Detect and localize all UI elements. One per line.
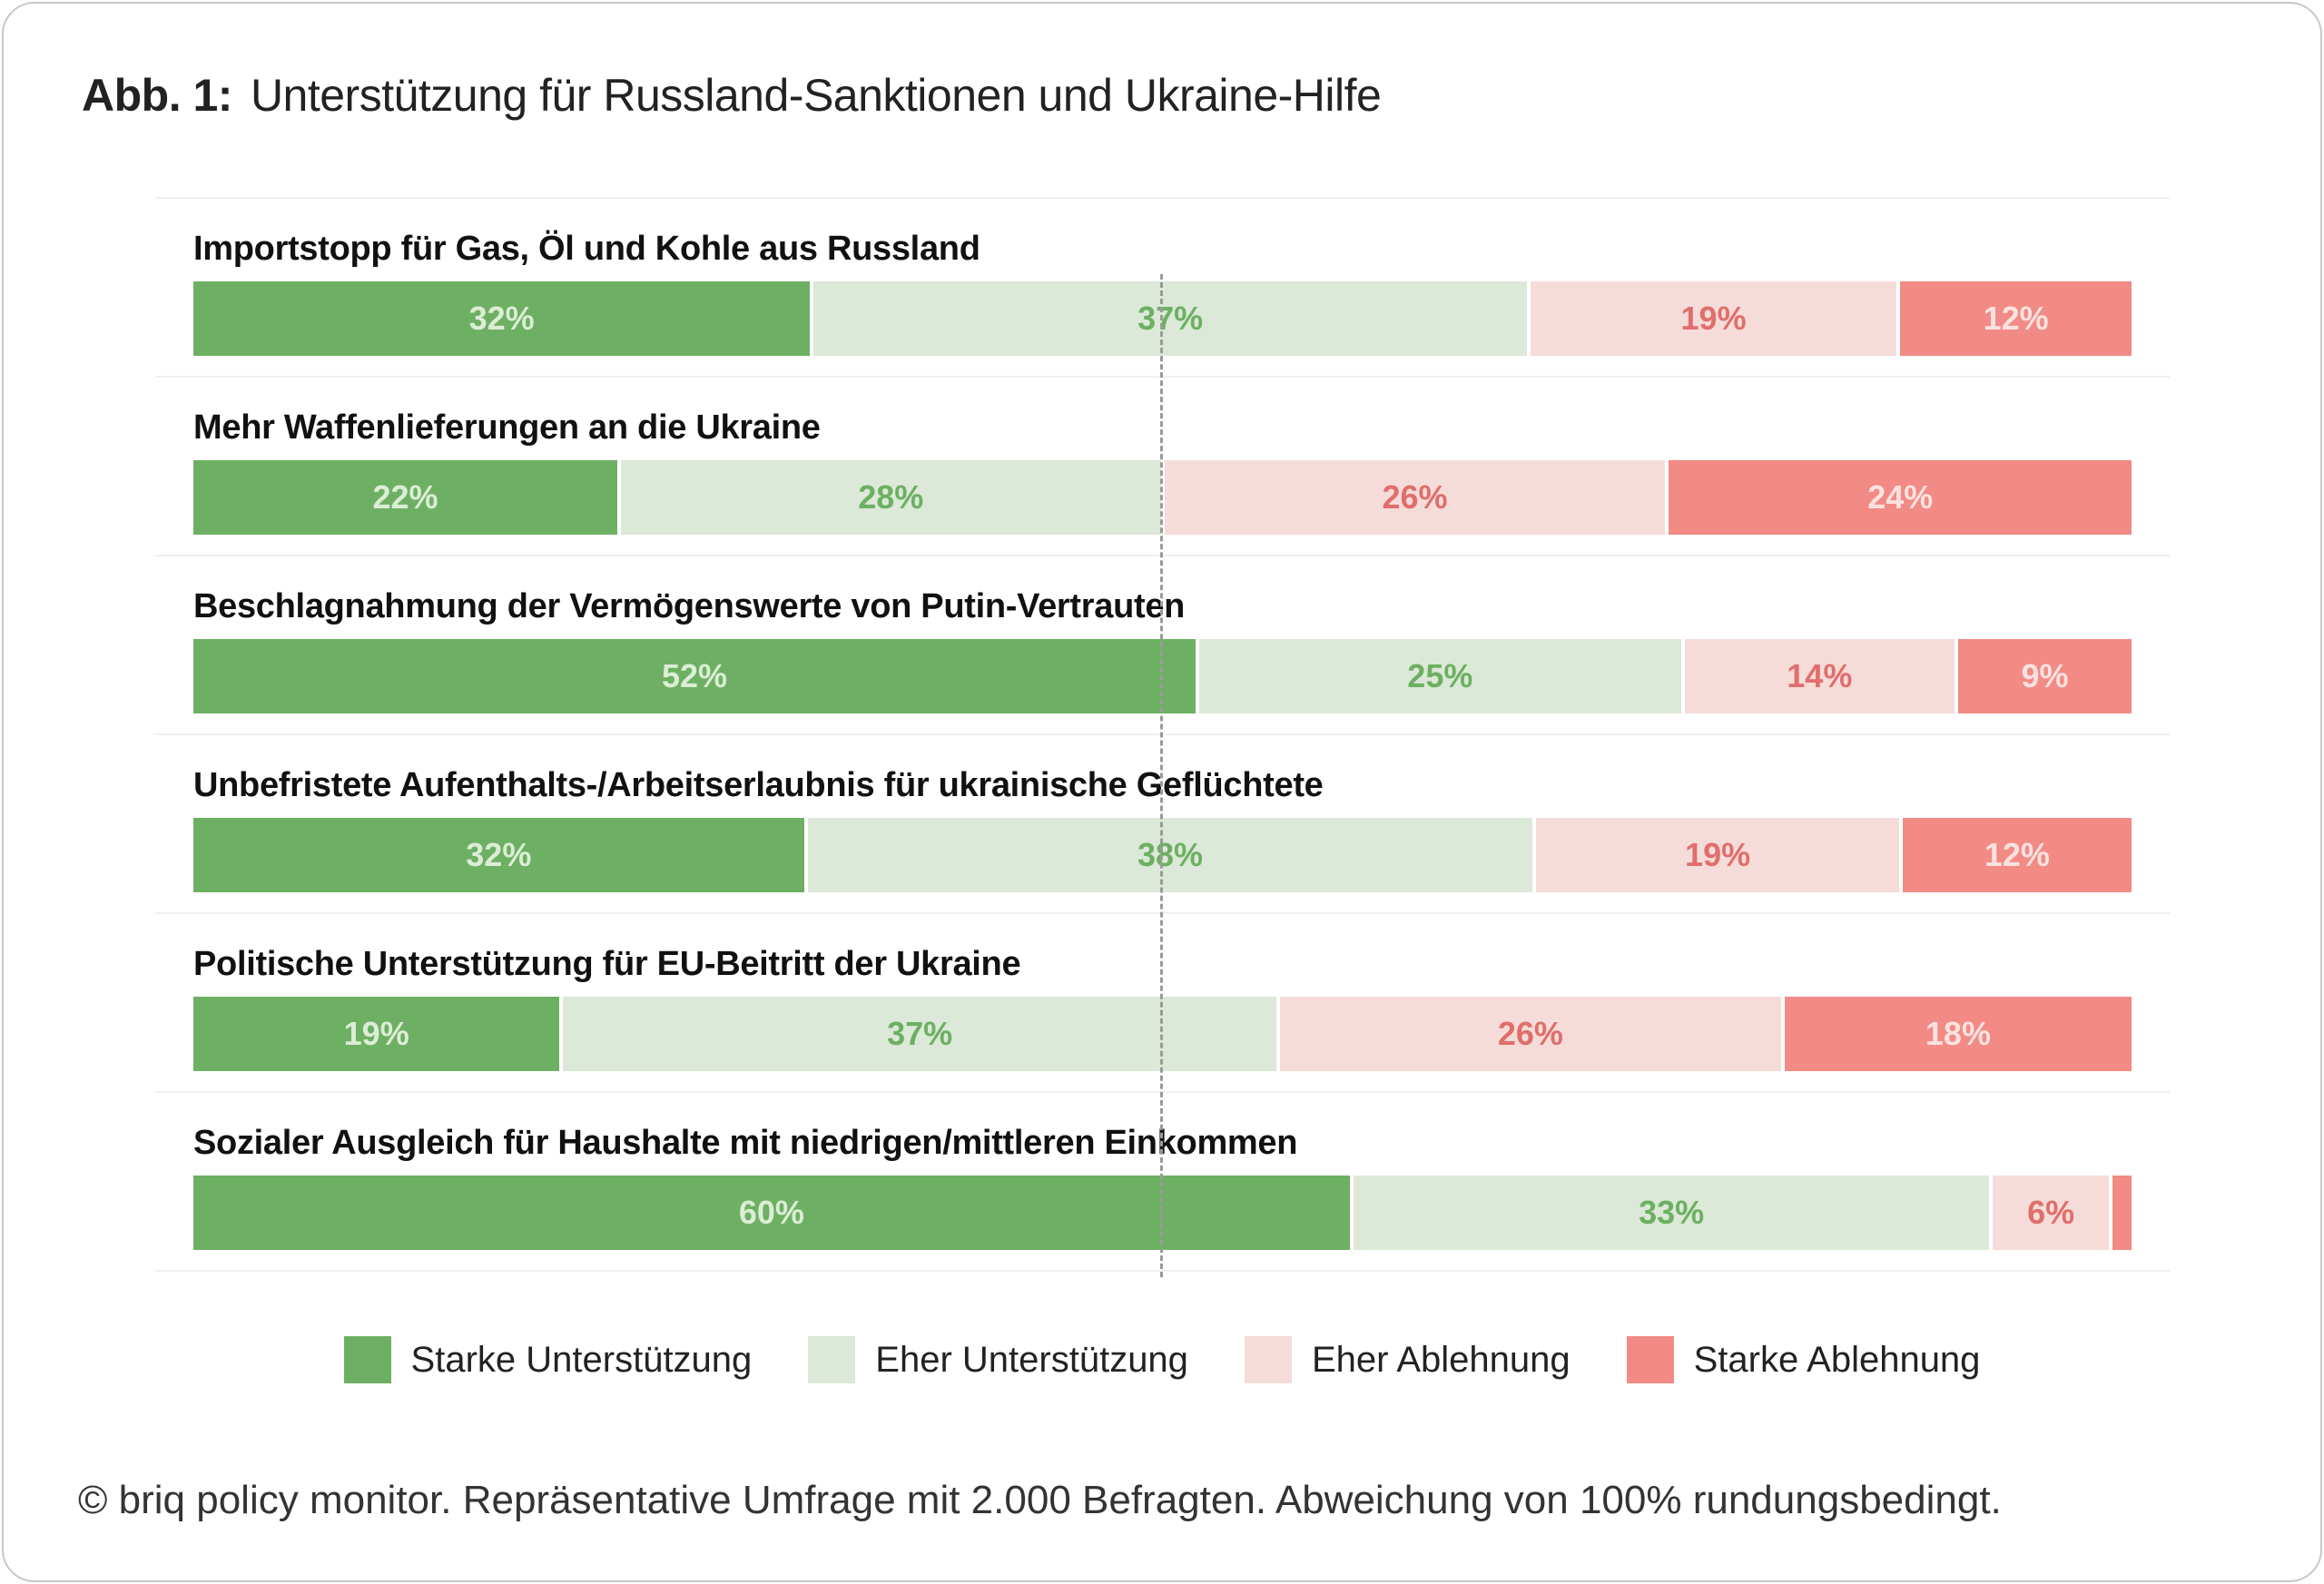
bar-segment: 19% xyxy=(193,997,560,1071)
bar-segment: 6% xyxy=(1993,1176,2109,1250)
data-label: 60% xyxy=(738,1194,804,1231)
data-label: 37% xyxy=(1137,300,1204,337)
data-label: 19% xyxy=(1680,300,1747,337)
bar-segment: 14% xyxy=(1684,639,1955,713)
legend-item: Starke Unterstützung xyxy=(343,1336,753,1383)
legend-item: Eher Ablehnung xyxy=(1244,1336,1571,1383)
legend: Starke Unterstützung Eher Unterstützung Eh… xyxy=(0,1336,2324,1383)
bar-segment: 26% xyxy=(1279,997,1781,1071)
category-label: Mehr Waffenlieferungen an die Ukraine xyxy=(193,408,821,447)
bar-segment: 26% xyxy=(1164,460,1666,535)
bar-segment: 12% xyxy=(1900,281,2132,356)
data-label: 19% xyxy=(1685,836,1751,873)
category-label: Sozialer Ausgleich für Haushalte mit nie… xyxy=(193,1124,1298,1162)
stacked-bar: 32% 37% 19% 12% xyxy=(193,281,2132,356)
bar-segment: 9% xyxy=(1957,639,2132,713)
legend-item: Eher Unterstützung xyxy=(808,1336,1188,1383)
stacked-bar: 22% 28% 26% 24% xyxy=(193,460,2132,535)
stacked-bar: 52% 25% 14% 9% xyxy=(193,639,2132,713)
data-label: 38% xyxy=(1137,836,1204,873)
midline-50-percent xyxy=(1160,274,1163,1277)
category-label: Beschlagnahmung der Vermögenswerte von P… xyxy=(193,587,1186,625)
row-divider xyxy=(155,197,2170,199)
data-label: 19% xyxy=(343,1015,409,1052)
bar-segment: 38% xyxy=(807,818,1533,892)
category-label: Politische Unterstützung für EU-Beitritt… xyxy=(193,945,1021,983)
stacked-bar: 60% 33% 6% xyxy=(193,1176,2132,1250)
chart-title: Abb. 1: Unterstützung für Russland-Sankti… xyxy=(82,69,1382,122)
legend-swatch xyxy=(1244,1336,1292,1383)
data-label: 22% xyxy=(372,478,438,516)
bar-segment: 19% xyxy=(1536,818,1899,892)
data-label: 33% xyxy=(1639,1194,1705,1231)
legend-label: Eher Unterstützung xyxy=(875,1339,1188,1380)
legend-swatch xyxy=(1626,1336,1674,1383)
bar-segment: 24% xyxy=(1669,460,2132,535)
data-label: 6% xyxy=(2027,1194,2075,1231)
data-label: 12% xyxy=(1984,836,2050,873)
figure-number: Abb. 1: xyxy=(82,70,232,121)
bar-segment: 22% xyxy=(193,460,618,535)
bar-segment: 19% xyxy=(1530,281,1897,356)
legend-label: Eher Ablehnung xyxy=(1311,1339,1571,1380)
bar-segment: 52% xyxy=(193,639,1196,713)
data-label: 18% xyxy=(1925,1015,1991,1052)
data-label: 26% xyxy=(1497,1015,1563,1052)
legend-swatch xyxy=(808,1336,856,1383)
bar-segment: 60% xyxy=(193,1176,1350,1250)
data-label: 24% xyxy=(1867,478,1934,516)
legend-item: Starke Ablehnung xyxy=(1626,1336,1981,1383)
title-text: Unterstützung für Russland-Sanktionen un… xyxy=(250,70,1382,121)
bar-segment: 37% xyxy=(563,997,1276,1071)
legend-label: Starke Ablehnung xyxy=(1693,1339,1981,1380)
source-note: © briq policy monitor. Repräsentative Um… xyxy=(78,1478,2002,1522)
data-label: 25% xyxy=(1407,657,1473,694)
bar-segment xyxy=(2112,1176,2132,1250)
bar-segment: 37% xyxy=(813,281,1527,356)
data-label: 52% xyxy=(661,657,727,694)
bar-segment: 32% xyxy=(193,281,811,356)
data-label: 14% xyxy=(1787,657,1853,694)
bar-segment: 18% xyxy=(1784,997,2132,1071)
bar-segment: 12% xyxy=(1902,818,2132,892)
data-label: 32% xyxy=(468,300,535,337)
bar-segment: 28% xyxy=(621,460,1161,535)
data-label: 37% xyxy=(887,1015,953,1052)
category-label: Importstopp für Gas, Öl und Kohle aus Ru… xyxy=(193,230,980,268)
data-label: 26% xyxy=(1382,478,1448,516)
bar-segment: 33% xyxy=(1353,1176,1990,1250)
data-label: 9% xyxy=(2021,657,2069,694)
data-label: 32% xyxy=(466,836,532,873)
plot-area: Importstopp für Gas, Öl und Kohle aus Ru… xyxy=(155,197,2170,1277)
legend-swatch xyxy=(343,1336,391,1383)
stacked-bar: 19% 37% 26% 18% xyxy=(193,997,2132,1071)
bar-segment: 32% xyxy=(193,818,804,892)
legend-label: Starke Unterstützung xyxy=(410,1339,753,1380)
category-label: Unbefristete Aufenthalts-/Arbeitserlaubn… xyxy=(193,766,1324,804)
stacked-bar: 32% 38% 19% 12% xyxy=(193,818,2132,892)
data-label: 28% xyxy=(858,478,924,516)
data-label: 12% xyxy=(1983,300,2049,337)
bar-segment: 25% xyxy=(1198,639,1681,713)
